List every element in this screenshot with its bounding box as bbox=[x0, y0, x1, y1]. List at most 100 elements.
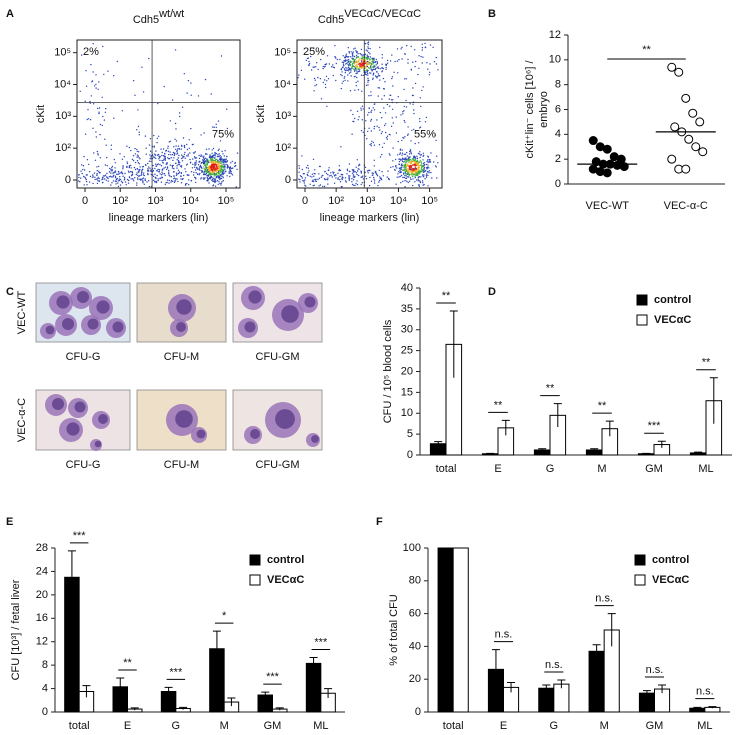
event-dot bbox=[149, 154, 151, 156]
event-dot bbox=[148, 170, 150, 172]
x-tick-label: ML bbox=[698, 463, 713, 475]
event-dot bbox=[368, 51, 370, 54]
event-dot bbox=[348, 67, 350, 69]
event-dot bbox=[381, 146, 384, 148]
significance-label: *** bbox=[73, 530, 87, 542]
event-dot bbox=[366, 138, 368, 140]
event-dot bbox=[158, 170, 160, 173]
event-dot bbox=[426, 173, 428, 175]
cell-nucleus bbox=[250, 429, 260, 439]
event-dot bbox=[126, 178, 129, 181]
event-dot bbox=[119, 176, 121, 178]
event-dot bbox=[124, 178, 126, 180]
event-dot bbox=[102, 115, 104, 118]
event-dot bbox=[217, 162, 219, 164]
event-dot bbox=[374, 75, 377, 77]
quadrant-label: 55% bbox=[414, 129, 436, 141]
event-dot bbox=[169, 120, 172, 122]
event-dot bbox=[199, 164, 202, 167]
data-point bbox=[695, 117, 705, 127]
event-dot bbox=[373, 125, 376, 128]
event-dot bbox=[405, 175, 407, 177]
event-dot bbox=[208, 161, 210, 163]
event-dot bbox=[379, 68, 381, 70]
event-dot bbox=[309, 175, 311, 177]
event-dot bbox=[174, 49, 177, 51]
event-dot bbox=[177, 180, 179, 183]
event-dot bbox=[348, 177, 350, 179]
event-dot bbox=[385, 123, 387, 125]
event-dot bbox=[333, 66, 336, 69]
event-dot bbox=[195, 160, 197, 162]
event-dot bbox=[401, 166, 403, 169]
event-dot bbox=[359, 63, 362, 65]
event-dot bbox=[158, 156, 161, 158]
event-dot bbox=[360, 107, 362, 109]
event-dot bbox=[398, 163, 401, 165]
event-dot bbox=[409, 173, 411, 176]
event-dot bbox=[92, 182, 94, 185]
event-dot bbox=[198, 169, 200, 171]
bar bbox=[452, 547, 469, 713]
event-dot bbox=[388, 153, 390, 155]
error-bar bbox=[486, 452, 495, 455]
event-dot bbox=[307, 174, 309, 177]
event-dot bbox=[324, 171, 326, 173]
event-dot bbox=[342, 55, 344, 57]
event-dot bbox=[404, 136, 406, 138]
event-dot bbox=[396, 176, 398, 178]
event-dot bbox=[93, 85, 96, 87]
event-dot bbox=[155, 150, 157, 152]
event-dot bbox=[376, 60, 378, 63]
event-dot bbox=[351, 181, 353, 183]
event-dot bbox=[407, 176, 410, 178]
event-dot bbox=[219, 155, 221, 157]
event-dot bbox=[207, 179, 209, 181]
event-dot bbox=[364, 71, 366, 74]
event-dot bbox=[372, 78, 374, 81]
event-dot bbox=[367, 72, 369, 75]
event-dot bbox=[360, 66, 362, 69]
event-dot bbox=[353, 68, 355, 70]
event-dot bbox=[404, 78, 406, 80]
event-dot bbox=[401, 157, 404, 159]
event-dot bbox=[81, 172, 83, 175]
event-dot bbox=[113, 75, 115, 77]
event-dot bbox=[405, 177, 408, 180]
event-dot bbox=[298, 171, 300, 173]
event-dot bbox=[436, 177, 438, 179]
event-dot bbox=[411, 170, 413, 172]
event-dot bbox=[418, 176, 421, 178]
error-bar bbox=[642, 452, 651, 455]
event-dot bbox=[379, 156, 382, 158]
event-dot bbox=[355, 50, 357, 52]
event-dot bbox=[188, 179, 190, 181]
event-dot bbox=[133, 180, 135, 182]
event-dot bbox=[200, 166, 203, 169]
event-dot bbox=[183, 155, 185, 158]
event-dot bbox=[198, 167, 200, 170]
event-dot bbox=[308, 170, 310, 172]
event-dot bbox=[356, 63, 358, 66]
event-dot bbox=[314, 178, 316, 181]
event-dot bbox=[234, 165, 236, 168]
event-dot bbox=[418, 184, 420, 186]
event-dot bbox=[214, 173, 217, 176]
event-dot bbox=[212, 147, 215, 150]
event-dot bbox=[216, 168, 218, 170]
event-dot bbox=[408, 157, 410, 159]
event-dot bbox=[354, 171, 356, 173]
event-dot bbox=[78, 174, 80, 176]
event-dot bbox=[138, 169, 140, 171]
event-dot bbox=[176, 167, 178, 169]
event-dot bbox=[406, 151, 408, 154]
event-dot bbox=[220, 184, 222, 186]
event-dot bbox=[195, 161, 197, 163]
event-dot bbox=[353, 66, 355, 68]
error-bar bbox=[164, 686, 173, 696]
event-dot bbox=[406, 163, 408, 165]
y-tick-label: 100 bbox=[403, 542, 421, 554]
event-dot bbox=[335, 62, 337, 65]
event-dot bbox=[308, 63, 311, 65]
event-dot bbox=[392, 85, 394, 87]
